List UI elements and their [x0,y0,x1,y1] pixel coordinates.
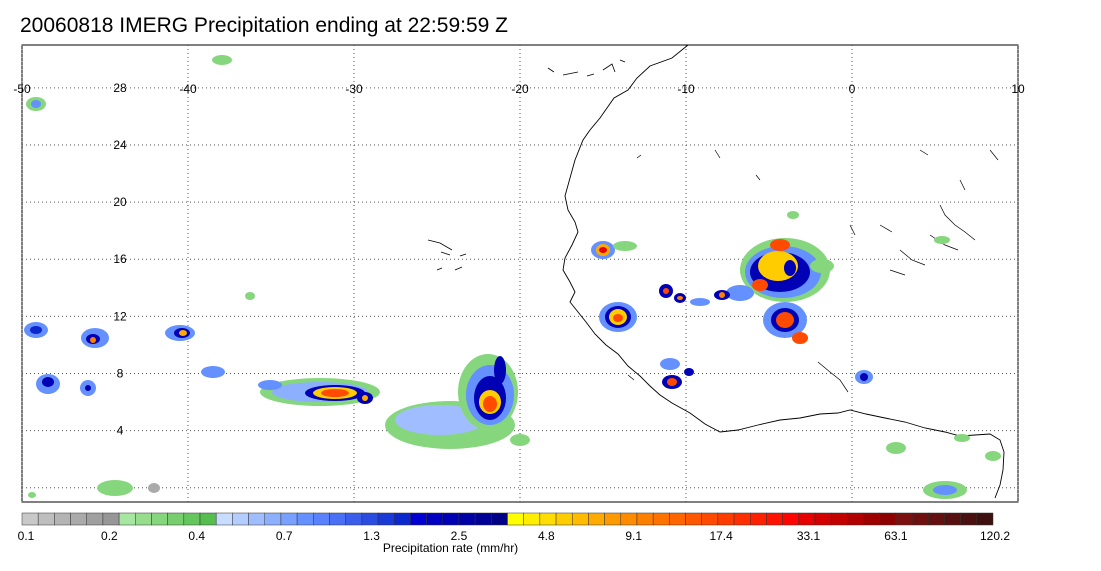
colorbar-swatch [652,512,670,526]
colorbar-swatch [750,512,767,526]
colorbar-swatch [474,512,492,526]
colorbar-swatch [879,512,897,526]
lat-tick-label: 8 [117,366,124,380]
colorbar-tick-label: 2.5 [451,529,468,543]
colorbar-swatch [523,512,541,526]
colorbar-swatch [717,512,735,526]
map-title: 20060818 IMERG Precipitation ending at 2… [20,14,508,37]
lon-tick-label: -30 [345,82,363,96]
colorbar-swatch [102,512,120,526]
colorbar-swatch [911,512,929,526]
inland-water-features [627,149,999,393]
colorbar-swatch [280,512,298,526]
colorbar-swatch [151,512,168,526]
colorbar-swatch [976,512,994,526]
colorbar-tick-label: 63.1 [884,529,908,543]
colorbar-swatch [86,512,104,526]
colorbar-swatch [393,512,411,526]
colorbar-swatch [863,512,880,526]
colorbar-swatch [313,512,330,526]
colorbar-tick-label: 4.8 [538,529,555,543]
colorbar-swatch [685,512,702,526]
colorbar-swatch [830,512,848,526]
colorbar-tick-label: 1.3 [363,529,380,543]
colorbar-swatch [798,512,816,526]
colorbar-tick-label: 33.1 [797,529,821,543]
colorbar-swatch [571,512,589,526]
colorbar-swatch [37,512,55,526]
colorbar-swatch [410,512,427,526]
colorbar-swatch [733,512,751,526]
colorbar-swatch [54,512,71,526]
lon-tick-label: 0 [849,82,856,96]
lat-tick-label: 20 [113,195,127,209]
lon-tick-label: -20 [511,82,529,96]
colorbar-swatch [814,512,832,526]
colorbar-tick-label: 9.1 [625,529,642,543]
colorbar-swatch [458,512,476,526]
precipitation-cells [24,55,1001,499]
colorbar-swatch [183,512,201,526]
colorbar-swatch [345,512,363,526]
colorbar-tick-label: 120.2 [980,529,1010,543]
lat-tick-label: 12 [113,309,127,323]
lat-tick-label: 16 [113,252,127,266]
colorbar-swatch [215,512,233,526]
colorbar-tick-label: 0.1 [18,529,35,543]
colorbar-swatch [669,512,686,526]
colorbar-swatch [491,512,508,526]
colorbar-tick-label: 0.7 [276,529,293,543]
colorbar-swatch [329,512,346,526]
colorbar-swatch [167,512,185,526]
colorbar-swatch [782,512,800,526]
lon-tick-label: -10 [677,82,695,96]
lon-tick-label: -50 [13,82,31,96]
lat-tick-label: 24 [113,138,127,152]
colorbar-swatch [588,512,605,526]
colorbar-swatch [847,512,864,526]
coastline-islands [427,59,626,271]
gridlines [21,45,1019,502]
lat-tick-label: 4 [117,424,124,438]
colorbar-swatch [766,512,783,526]
colorbar-swatch [248,512,265,526]
colorbar-swatch [199,512,217,526]
colorbar-swatch [70,512,87,526]
lat-tick-label: 28 [113,81,127,95]
colorbar-swatch [232,512,249,526]
colorbar-tick-label: 0.4 [188,529,205,543]
lon-tick-label: -40 [179,82,197,96]
colorbar-swatch [928,512,945,526]
colorbar-tick-label: 17.4 [709,529,733,543]
colorbar-swatch [118,512,136,526]
colorbar-swatch [442,512,460,526]
longitude-labels: -50 -40 -30 -20 -10 0 10 [13,82,1025,96]
colorbar-swatch [426,512,444,526]
colorbar-swatch [135,512,152,526]
colorbar [21,512,994,526]
colorbar-swatch [895,512,913,526]
colorbar-tick-label: 0.2 [101,529,118,543]
colorbar-swatch [21,512,39,526]
colorbar-swatch [944,512,961,526]
colorbar-swatch [960,512,978,526]
colorbar-swatch [361,512,379,526]
colorbar-swatch [701,512,719,526]
colorbar-swatch [539,512,557,526]
colorbar-swatch [604,512,622,526]
colorbar-title: Precipitation rate (mm/hr) [382,541,519,555]
colorbar-swatch [507,512,524,526]
colorbar-swatch [377,512,395,526]
lon-tick-label: 10 [1011,82,1025,96]
colorbar-tick-labels: 0.1 0.2 0.4 0.7 1.3 2.5 4.8 9.1 17.4 33.1 63.1 120.… [18,529,1011,543]
colorbar-swatch [620,512,638,526]
colorbar-swatch [264,512,282,526]
colorbar-swatch [555,512,573,526]
africa-coastline [562,44,1005,499]
colorbar-swatch [636,512,654,526]
colorbar-swatch [296,512,314,526]
